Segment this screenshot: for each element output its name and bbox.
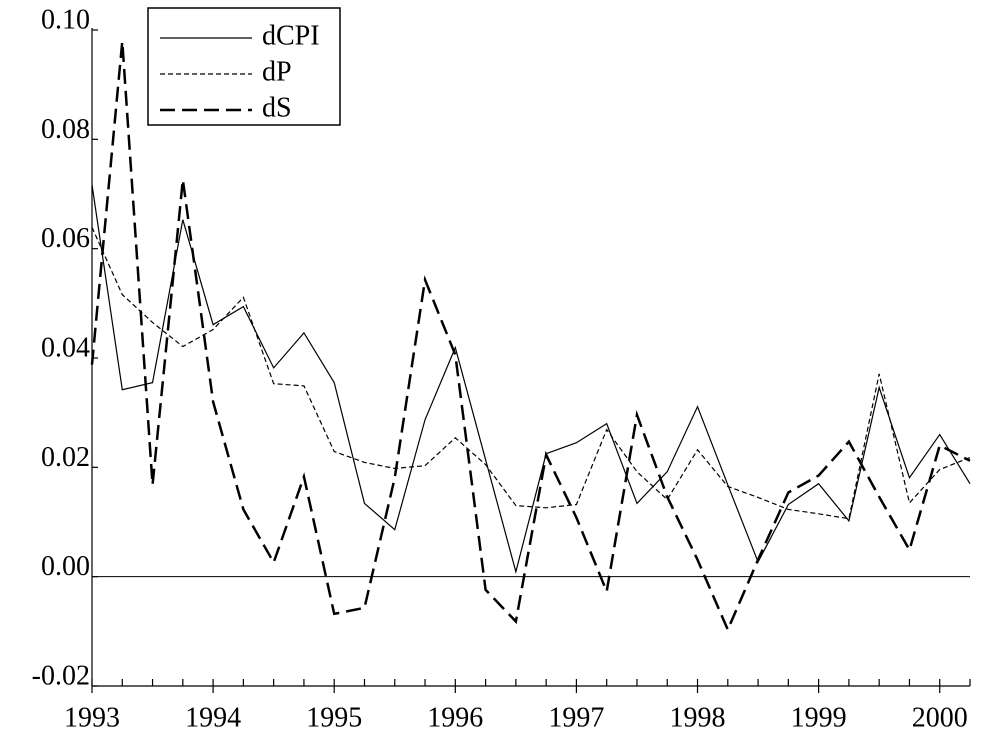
legend-label: dCPI xyxy=(262,20,320,51)
y-tick-label: 0.00 xyxy=(41,551,90,582)
x-tick-label: 1995 xyxy=(306,702,362,733)
y-tick-label: 0.06 xyxy=(41,223,90,254)
legend-label: dP xyxy=(262,56,292,87)
y-tick-label: 0.10 xyxy=(41,4,90,35)
x-tick-label: 2000 xyxy=(912,702,968,733)
x-tick-label: 1999 xyxy=(791,702,847,733)
x-tick-label: 1996 xyxy=(427,702,483,733)
series-line xyxy=(91,227,971,520)
x-tick-label: 1998 xyxy=(670,702,726,733)
legend-label: dS xyxy=(262,92,292,123)
x-tick-label: 1994 xyxy=(185,702,241,733)
y-tick-label: 0.02 xyxy=(41,442,90,473)
y-tick-label: 0.08 xyxy=(41,114,90,145)
y-tick-label: -0.02 xyxy=(32,660,90,691)
series-line xyxy=(91,184,971,575)
y-tick-label: 0.04 xyxy=(41,332,90,363)
x-tick-label: 1993 xyxy=(64,702,120,733)
legend-box xyxy=(147,7,341,126)
series-line xyxy=(90,41,971,633)
x-tick-label: 1997 xyxy=(548,702,604,733)
